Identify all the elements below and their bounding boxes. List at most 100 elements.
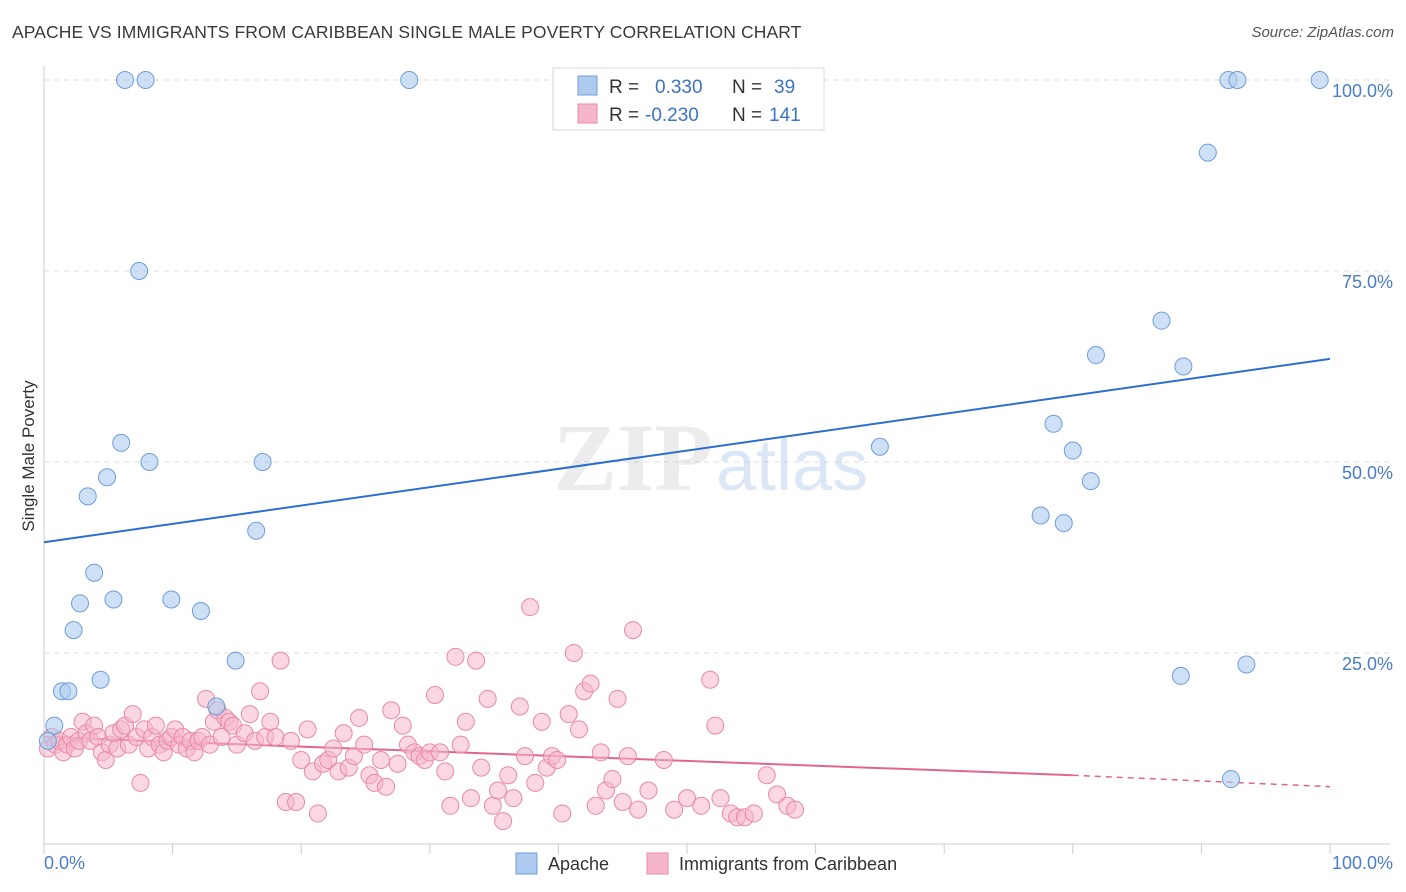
- bottom-legend-apache: Apache: [548, 854, 609, 874]
- data-point-carib: [665, 800, 684, 819]
- chart-source: Source: ZipAtlas.com: [1251, 24, 1394, 41]
- data-point-carib: [451, 735, 470, 754]
- data-point-apache: [1063, 441, 1082, 460]
- data-point-apache: [91, 670, 110, 689]
- data-point-carib: [446, 647, 465, 666]
- data-point-carib: [308, 804, 327, 823]
- data-point-apache: [98, 468, 117, 487]
- data-point-carib: [591, 743, 610, 762]
- data-point-carib: [706, 716, 725, 735]
- data-point-apache: [78, 487, 97, 506]
- data-point-carib: [266, 728, 285, 747]
- chart-title: APACHE VS IMMIGRANTS FROM CARIBBEAN SING…: [12, 22, 802, 42]
- data-point-carib: [467, 651, 486, 670]
- y-tick-label: 100.0%: [1332, 81, 1393, 101]
- bottom-legend: Apache Immigrants from Caribbean: [515, 852, 897, 875]
- x-tick-labels: 0.0% 100.0%: [44, 853, 1393, 873]
- y-axis-label: Single Male Poverty: [19, 380, 38, 532]
- data-point-apache: [1198, 143, 1217, 162]
- data-point-apache: [71, 594, 90, 613]
- data-point-carib: [251, 682, 270, 701]
- data-point-apache: [1054, 514, 1073, 533]
- data-point-carib: [123, 705, 142, 724]
- data-point-carib: [355, 735, 374, 754]
- data-point-apache: [140, 453, 159, 471]
- data-point-carib: [478, 689, 497, 708]
- data-point-apache: [226, 651, 245, 670]
- data-point-carib: [488, 781, 507, 800]
- data-point-carib: [613, 792, 632, 811]
- legend-r-label-2: R =: [609, 105, 639, 126]
- data-point-carib: [388, 754, 407, 773]
- legend-r-value-1: 0.330: [655, 77, 703, 98]
- data-point-carib: [371, 750, 390, 769]
- data-point-carib: [768, 785, 787, 804]
- data-point-carib: [212, 728, 231, 747]
- data-point-carib: [629, 800, 648, 819]
- data-point-carib: [564, 644, 583, 662]
- data-point-apache: [1237, 655, 1256, 674]
- data-point-carib: [618, 747, 637, 766]
- data-point-apache: [1228, 71, 1247, 89]
- legend-swatch-carib: [577, 103, 598, 124]
- data-point-carib: [393, 716, 412, 735]
- data-point-carib: [298, 720, 317, 739]
- data-point-carib: [377, 777, 396, 796]
- data-point-carib: [350, 708, 369, 727]
- data-point-apache: [253, 453, 272, 471]
- data-point-carib: [436, 762, 455, 781]
- trend-line-carib-extension: [1072, 774, 1331, 788]
- data-point-carib: [553, 804, 572, 823]
- data-point-carib: [786, 800, 805, 819]
- data-point-carib: [431, 743, 450, 762]
- data-point-apache: [207, 697, 226, 716]
- y-tick-label: 50.0%: [1342, 463, 1393, 483]
- data-point-apache: [130, 262, 149, 280]
- legend-n-label-1: N =: [732, 77, 762, 98]
- data-point-carib: [608, 689, 627, 708]
- data-point-apache: [1044, 414, 1063, 433]
- data-point-carib: [559, 705, 578, 724]
- data-point-carib: [287, 792, 306, 811]
- legend-n-value-2: 141: [769, 105, 801, 126]
- data-point-carib: [131, 773, 150, 792]
- data-point-apache: [104, 590, 123, 609]
- data-point-apache: [1086, 346, 1105, 365]
- data-point-carib: [744, 804, 763, 823]
- data-point-carib: [494, 812, 513, 831]
- data-point-carib: [382, 701, 401, 720]
- data-point-carib: [711, 789, 730, 808]
- data-point-apache: [1152, 311, 1171, 330]
- legend-n-value-1: 39: [774, 77, 795, 98]
- data-point-carib: [456, 712, 475, 731]
- data-point-carib: [515, 747, 534, 766]
- axes: [43, 66, 1390, 854]
- data-point-apache: [191, 601, 210, 620]
- data-point-carib: [569, 720, 588, 739]
- bottom-legend-carib: Immigrants from Caribbean: [679, 854, 897, 874]
- data-point-carib: [483, 796, 502, 815]
- data-point-carib: [581, 674, 600, 693]
- data-point-apache: [1221, 770, 1240, 789]
- data-point-apache: [1031, 506, 1050, 525]
- series-immigrants-from-caribbean: [38, 598, 805, 831]
- data-point-apache: [1310, 71, 1329, 89]
- data-point-apache: [1081, 472, 1100, 491]
- legend-box: [552, 67, 825, 131]
- data-point-apache: [1174, 357, 1193, 376]
- data-point-carib: [292, 750, 311, 769]
- data-point-carib: [425, 686, 444, 705]
- data-point-apache: [162, 590, 181, 609]
- data-point-carib: [499, 766, 518, 785]
- x-tick-label: 0.0%: [44, 853, 85, 873]
- y-tick-label: 75.0%: [1342, 272, 1393, 292]
- data-point-apache: [136, 71, 155, 89]
- legend-r-value-2: -0.230: [645, 105, 699, 126]
- data-point-carib: [261, 712, 280, 731]
- data-point-carib: [281, 731, 300, 750]
- watermark: ZIP atlas: [553, 404, 868, 511]
- data-point-apache: [85, 563, 104, 582]
- data-point-carib: [271, 651, 290, 670]
- data-point-apache: [112, 433, 131, 452]
